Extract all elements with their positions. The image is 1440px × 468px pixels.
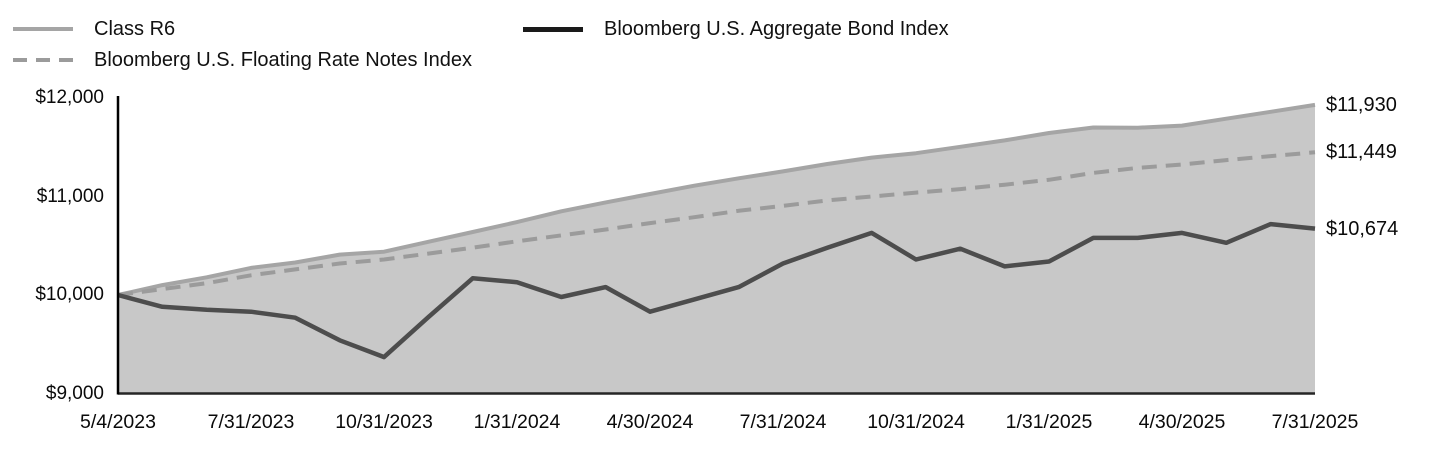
legend-label-aggregate-bond-index: Bloomberg U.S. Aggregate Bond Index — [604, 18, 949, 40]
x-axis-tick-label: 5/4/2023 — [80, 411, 156, 433]
x-axis-tick-label: 7/31/2023 — [207, 411, 295, 433]
class-r6-line-swatch-icon — [13, 27, 73, 31]
floating-rate-index-line — [117, 150, 1316, 297]
x-axis-tick-label: 1/31/2024 — [473, 411, 561, 433]
x-axis-tick-label: 1/31/2025 — [1005, 411, 1093, 433]
legend-item-aggregate-bond-index: Bloomberg U.S. Aggregate Bond Index — [523, 17, 949, 41]
class-r6-line — [117, 102, 1316, 297]
x-axis-tick-label: 4/30/2024 — [606, 411, 694, 433]
class-r6-area-fill — [118, 104, 1315, 394]
end-value-aggregate-bond-index: $10,674 — [1326, 218, 1399, 240]
floating-rate-dashed-line-swatch-icon — [13, 58, 73, 62]
legend-item-floating-rate-index: Bloomberg U.S. Floating Rate Notes Index — [13, 48, 472, 72]
legend-label-class-r6: Class R6 — [94, 18, 176, 40]
x-axis-tick-label: 10/31/2023 — [335, 411, 433, 433]
legend-label-floating-rate-index: Bloomberg U.S. Floating Rate Notes Index — [94, 49, 472, 71]
aggregate-bond-index-line — [117, 221, 1316, 360]
y-axis-tick-label: $9,000 — [45, 383, 104, 404]
x-axis-tick-label: 7/31/2025 — [1271, 411, 1359, 433]
y-axis-tick-label: $12,000 — [35, 87, 104, 108]
y-axis-tick-label: $10,000 — [35, 284, 104, 305]
x-axis-tick-label: 4/30/2025 — [1138, 411, 1226, 433]
end-value-class-r6: $11,930 — [1326, 94, 1397, 116]
aggregate-bond-line-swatch-icon — [523, 26, 583, 32]
legend-item-class-r6: Class R6 — [13, 17, 175, 41]
x-axis-tick-label: 10/31/2024 — [867, 411, 965, 433]
y-axis-tick-label: $11,000 — [36, 186, 104, 207]
x-axis-tick-label: 7/31/2024 — [739, 411, 827, 433]
end-value-floating-rate-index: $11,449 — [1326, 141, 1397, 163]
